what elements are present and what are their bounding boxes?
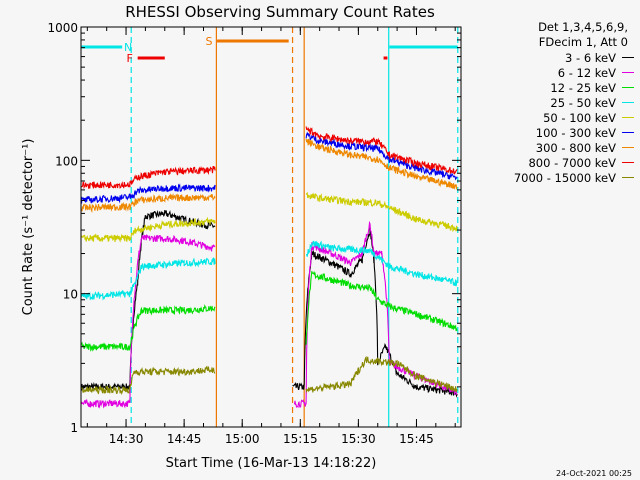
- series-trace: [81, 365, 216, 396]
- series-trace: [305, 355, 458, 394]
- y-tick-label: 1000: [47, 21, 78, 35]
- x-tick-label: 14:30: [109, 432, 144, 446]
- series-trace: [80, 183, 216, 204]
- x-axis-label: Start Time (16-Mar-13 14:18:22): [166, 456, 377, 471]
- series-trace: [305, 138, 458, 191]
- series-12-25-kev: [80, 270, 458, 352]
- series-trace: [80, 216, 216, 243]
- legend-item: 6 - 12 keV: [474, 65, 636, 80]
- series-trace: [80, 234, 216, 409]
- legend-swatch: [622, 162, 634, 163]
- legend-item: 12 - 25 keV: [474, 80, 636, 95]
- legend-item: 3 - 6 keV: [474, 50, 636, 65]
- legend-swatch: [622, 177, 634, 178]
- y-axis-label: Count Rate (s⁻¹ detector⁻¹): [21, 139, 36, 316]
- series-trace: [305, 270, 458, 345]
- chart-legend: Det 1,3,4,5,6,9, FDecim 1, Att 0 3 - 6 k…: [474, 20, 636, 185]
- flag-label: S: [206, 35, 213, 48]
- legend-label: 100 - 300 keV: [535, 125, 616, 140]
- y-tick-label: 100: [55, 154, 78, 168]
- series-trace: [81, 165, 216, 190]
- flag-label: F: [127, 52, 133, 65]
- series-300-800-kev: [80, 138, 458, 214]
- legend-item: 800 - 7000 keV: [474, 155, 636, 170]
- series-trace: [80, 193, 216, 214]
- series-trace: [80, 209, 216, 392]
- legend-label: 300 - 800 keV: [535, 140, 616, 155]
- legend-item: 50 - 100 keV: [474, 110, 636, 125]
- legend-swatch: [622, 57, 634, 58]
- legend-swatch: [622, 102, 634, 103]
- legend-label: 50 - 100 keV: [543, 110, 616, 125]
- legend-item: 7000 - 15000 keV: [474, 170, 636, 185]
- legend-swatch: [622, 117, 634, 118]
- legend-label: 7000 - 15000 keV: [513, 170, 616, 185]
- legend-label: 12 - 25 keV: [550, 80, 616, 95]
- y-tick-label: 10: [63, 288, 78, 302]
- series-trace: [305, 126, 458, 175]
- legend-item: 100 - 300 keV: [474, 125, 636, 140]
- series-trace: [305, 131, 458, 181]
- plot-frame: [80, 26, 462, 428]
- y-tick-label: 1: [70, 421, 78, 435]
- legend-label: 25 - 50 keV: [550, 95, 616, 110]
- series-50-100-kev: [80, 191, 458, 243]
- series-3-6-kev: [80, 209, 458, 398]
- legend-header-line-1: Det 1,3,4,5,6,9,: [538, 20, 628, 34]
- series-7000-15000-kev: [81, 355, 458, 396]
- legend-swatch: [622, 132, 634, 133]
- series-trace: [80, 303, 216, 352]
- legend-label: 6 - 12 keV: [557, 65, 616, 80]
- series-25-50-kev: [80, 240, 458, 301]
- legend-item: 25 - 50 keV: [474, 95, 636, 110]
- x-tick-label: 15:15: [283, 432, 318, 446]
- legend-swatch: [622, 87, 634, 88]
- legend-label: 3 - 6 keV: [565, 50, 616, 65]
- generation-timestamp: 24-Oct-2021 00:25: [556, 469, 632, 478]
- legend-label: 800 - 7000 keV: [528, 155, 616, 170]
- series-trace: [306, 240, 458, 287]
- series-800-7000-kev: [81, 126, 458, 190]
- legend-swatch: [622, 147, 634, 148]
- legend-header-line-2: FDecim 1, Att 0: [538, 35, 628, 49]
- legend-swatch: [622, 72, 634, 73]
- legend-item: 300 - 800 keV: [474, 140, 636, 155]
- x-tick-label: 15:45: [399, 432, 434, 446]
- series-trace: [80, 257, 216, 301]
- chart-title: RHESSI Observing Summary Count Rates: [125, 3, 435, 21]
- x-tick-label: 15:00: [225, 432, 260, 446]
- series-100-300-kev: [80, 131, 458, 204]
- x-tick-label: 14:45: [167, 432, 202, 446]
- flag-label: N: [124, 41, 132, 54]
- series-trace: [305, 191, 458, 233]
- x-tick-label: 15:30: [341, 432, 376, 446]
